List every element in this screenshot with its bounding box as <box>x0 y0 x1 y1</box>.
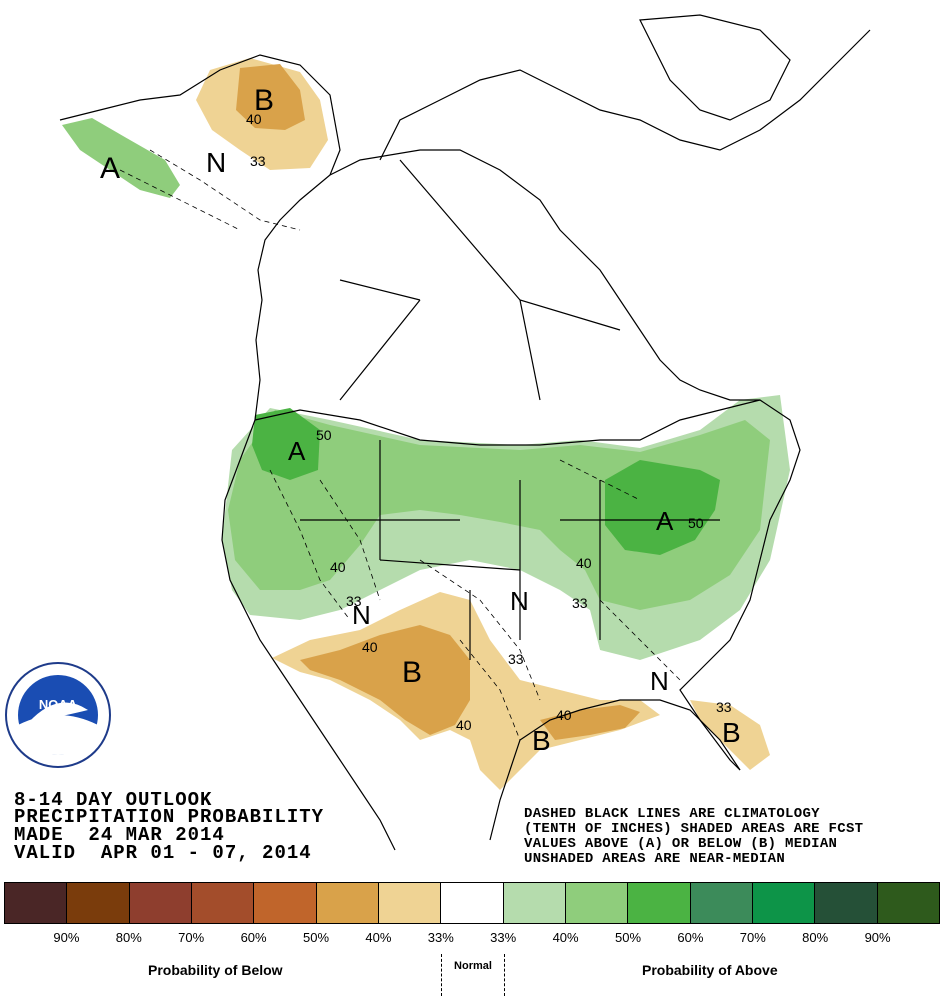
noaa-logo: NOAA <box>5 662 111 768</box>
map-label-n-southwest: N <box>352 600 371 630</box>
map-label-33-alaska: 33 <box>250 153 266 169</box>
legend-color-bar <box>4 882 940 924</box>
map-label-a-alaska: A <box>100 152 120 185</box>
map-label-33-southwest: 33 <box>508 651 524 667</box>
noaa-logo-text: NOAA <box>39 697 78 712</box>
legend-below-label: Probability of Below <box>148 962 283 978</box>
legend-tick-3: 60% <box>240 930 267 945</box>
legend-normal-box: Normal <box>441 954 505 996</box>
map-label-b-southwest: B <box>402 656 422 689</box>
map-label-40b-southwest: 40 <box>456 717 472 733</box>
legend-tick-9: 50% <box>614 930 642 945</box>
map-label-n-alaska: N <box>206 147 226 178</box>
climatology-lines <box>119 149 681 741</box>
legend-tick-10: 60% <box>677 930 704 945</box>
coastlines <box>59 14 871 851</box>
made-date: MADE 24 MAR 2014 <box>14 824 225 846</box>
map-label-50-northwest: 50 <box>316 427 332 443</box>
map-label-b-alaska: B <box>254 84 274 117</box>
map-label-a-northwest: A <box>288 436 306 466</box>
note-line-4: UNSHADED AREAS ARE NEAR-MEDIAN <box>524 851 786 867</box>
greatlakes-above-50-area <box>605 460 720 555</box>
legend-swatch-0 <box>5 883 68 923</box>
northwest-above-50-area <box>252 408 320 480</box>
legend-swatch-9 <box>565 883 629 923</box>
map-label-n-southeast: N <box>650 666 669 696</box>
map-label-b-gulf: B <box>532 725 551 756</box>
map-label-40-southwest: 40 <box>362 639 378 655</box>
legend-swatch-10 <box>628 883 691 923</box>
northern-above-40-area <box>228 410 770 610</box>
legend-tick-11: 70% <box>739 930 766 945</box>
legend-tick-8: 40% <box>552 930 579 945</box>
map-label-b-florida: B <box>722 717 741 748</box>
legend-tick-5: 40% <box>365 930 392 945</box>
note-line-1: DASHED BLACK LINES ARE CLIMATOLOGY <box>524 806 820 822</box>
outlook-subtitle: PRECIPITATION PROBABILITY <box>14 806 325 828</box>
legend-swatch-5 <box>316 883 379 923</box>
legend-normal-label: Normal <box>454 960 492 972</box>
legend-tick-0: 90% <box>53 930 80 945</box>
legend-tick-2: 70% <box>178 930 205 945</box>
legend-tick-4: 50% <box>302 930 330 945</box>
alaska-above-area <box>62 118 180 198</box>
map-label-40-mid: 40 <box>576 555 592 571</box>
alaska-below-40-area <box>236 64 305 130</box>
legend-swatch-14 <box>877 883 939 923</box>
legend-swatch-3 <box>191 883 255 923</box>
legend-tick-7: 33% <box>490 930 517 945</box>
gulf-below-40-area <box>540 705 640 740</box>
legend-swatch-11 <box>690 883 753 923</box>
map-label-40-alaska: 40 <box>246 111 262 127</box>
map-label-33-florida: 33 <box>716 699 732 715</box>
legend-above-label: Probability of Above <box>642 962 778 978</box>
legend-tick-1: 80% <box>115 930 142 945</box>
legend-swatch-12 <box>752 883 816 923</box>
legend-tick-13: 90% <box>864 930 891 945</box>
map-label-33-mid: 33 <box>572 595 588 611</box>
florida-below-33-area <box>690 700 770 770</box>
legend-swatch-1 <box>67 883 130 923</box>
map-label-n-plains: N <box>510 586 529 616</box>
precipitation-outlook-map: B 40 33 A N A 50 40 33 A 50 40 33 N N B … <box>5 14 871 851</box>
legend-swatch-7 <box>441 883 504 923</box>
note-line-3: VALUES ABOVE (A) OR BELOW (B) MEDIAN <box>524 836 838 852</box>
legend-swatch-4 <box>254 883 317 923</box>
valid-dates: VALID APR 01 - 07, 2014 <box>14 842 312 864</box>
map-label-33-northwest: 33 <box>346 593 362 609</box>
map-label-40-northwest: 40 <box>330 559 346 575</box>
note-line-2: (TENTH OF INCHES) SHADED AREAS ARE FCST <box>524 821 864 837</box>
legend-tick-6: 33% <box>427 930 454 945</box>
map-label-50-greatlakes: 50 <box>688 515 704 531</box>
map-label-a-greatlakes: A <box>656 506 674 536</box>
legend-swatch-6 <box>378 883 442 923</box>
map-label-40-gulf: 40 <box>556 707 572 723</box>
legend-swatch-13 <box>815 883 878 923</box>
legend-swatch-2 <box>129 883 192 923</box>
legend-tick-12: 80% <box>802 930 829 945</box>
southwest-below-40-area <box>300 625 470 735</box>
outlook-title: 8-14 DAY OUTLOOK <box>14 789 213 811</box>
legend-swatch-8 <box>503 883 566 923</box>
